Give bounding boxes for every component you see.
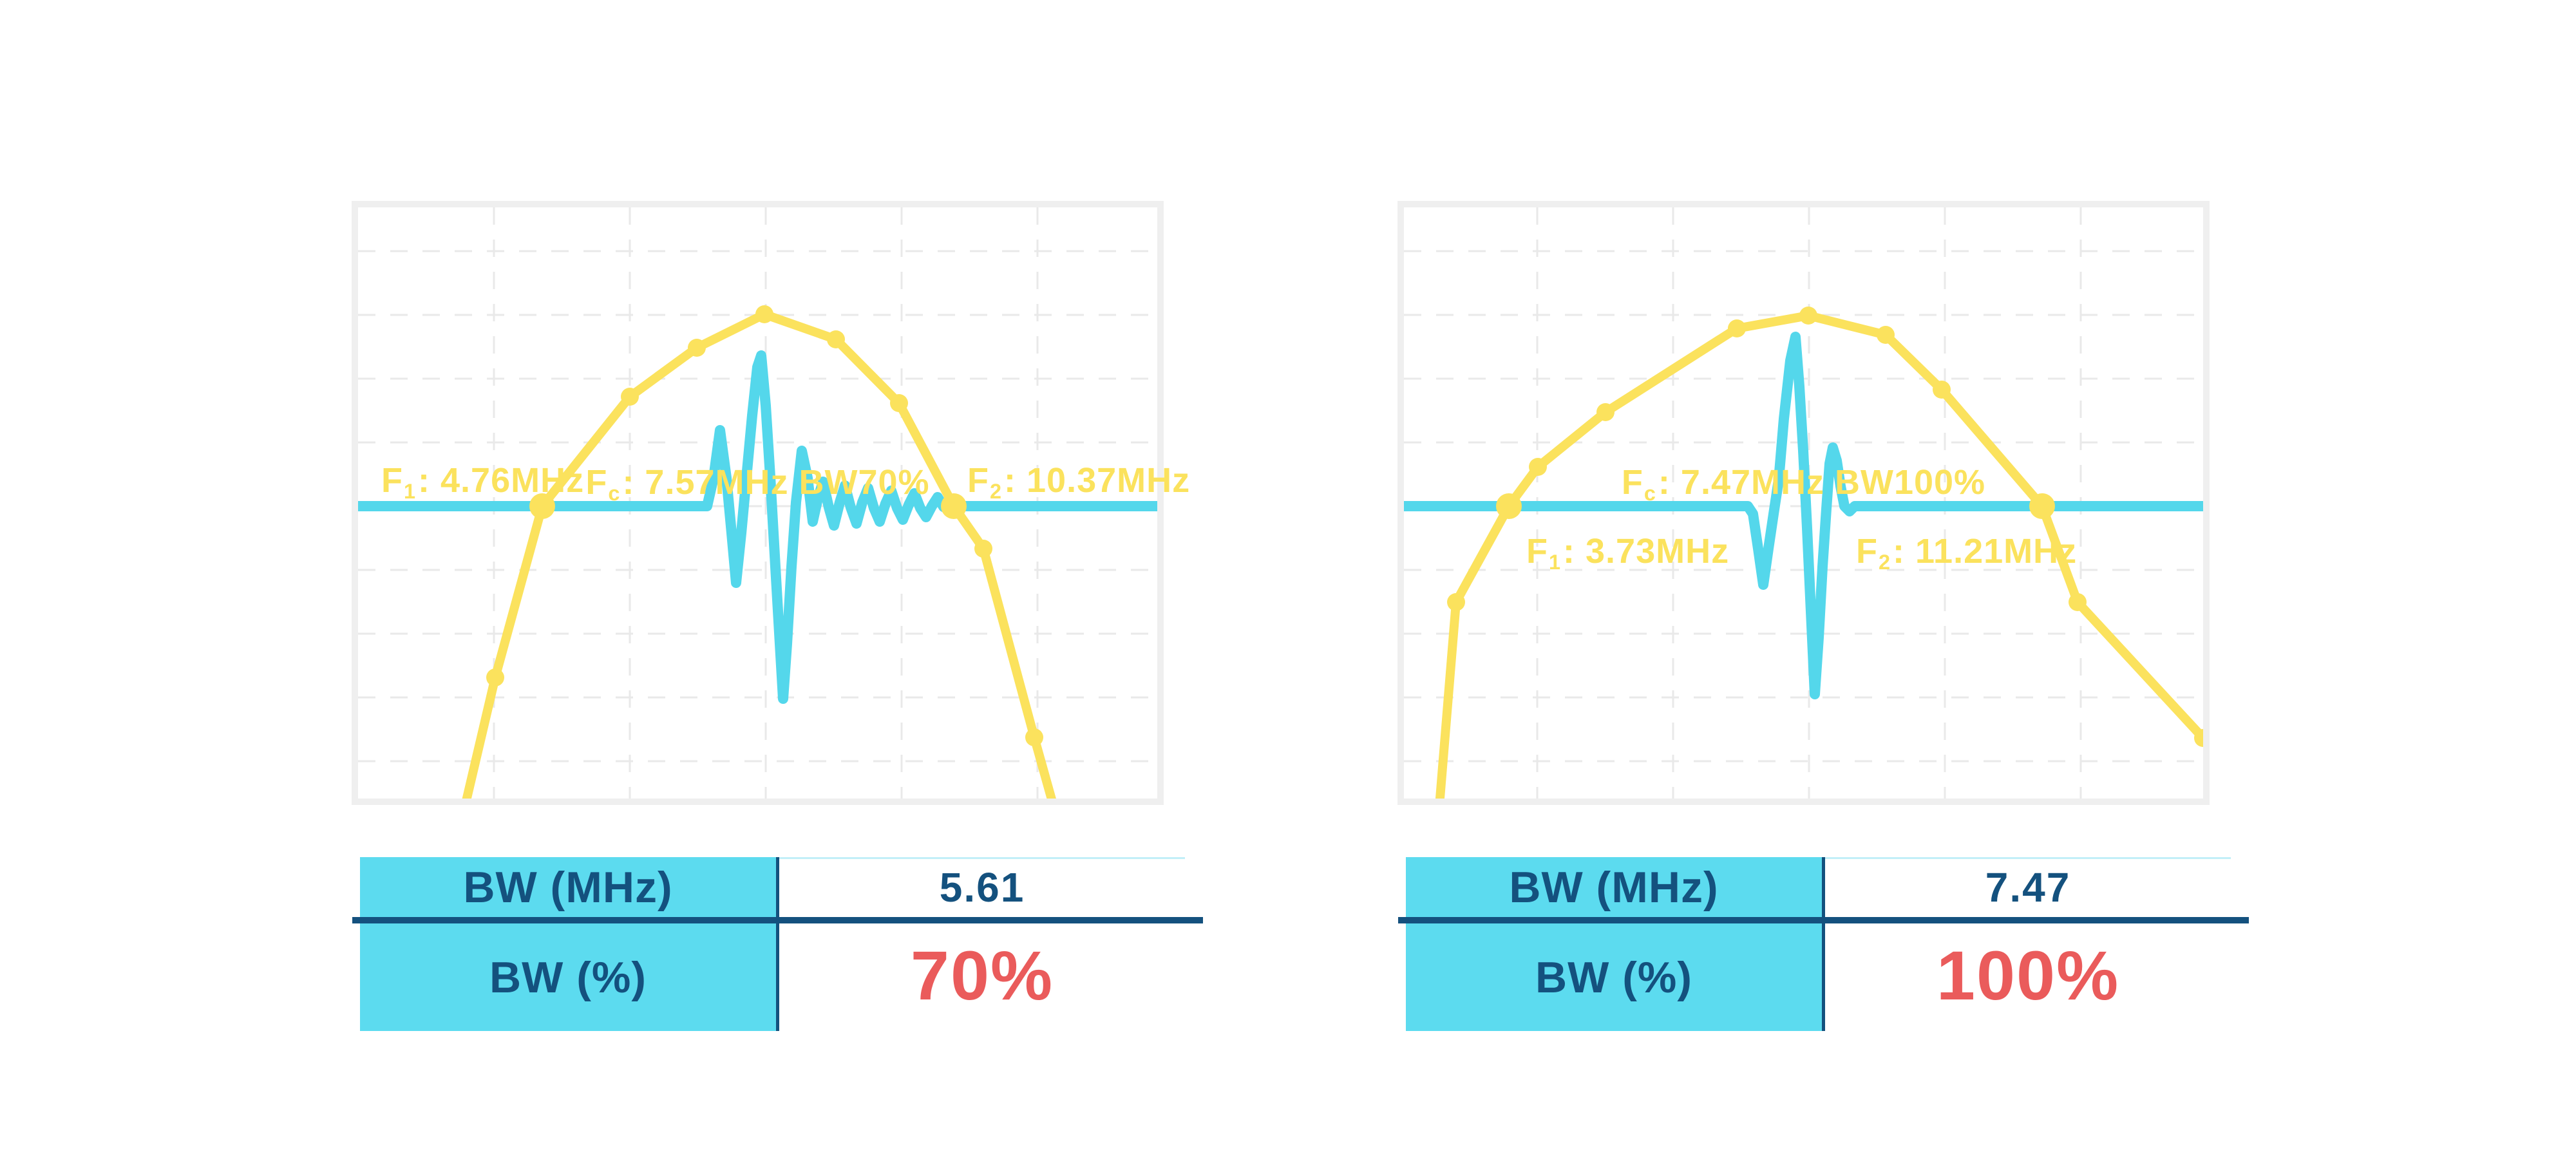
- data-point-marker: [486, 668, 504, 686]
- data-point-marker: [1447, 593, 1465, 611]
- bandwidth-crossing-marker: [1496, 493, 1522, 519]
- fc-subscript: c: [1643, 481, 1656, 505]
- pulse-waveform: [1404, 332, 2203, 699]
- bw-mhz-label: BW (MHz): [463, 862, 673, 912]
- f1-annotation: F1: 4.76MHz: [381, 462, 584, 504]
- f1-subscript: 1: [404, 479, 417, 503]
- bandwidth-table-bw100: BW (MHz) BW (%) 7.47 100%: [1398, 857, 2249, 1031]
- f2-annotation: F2: 11.21MHz: [1856, 533, 2077, 574]
- bandwidth-table-bw70: BW (MHz) BW (%) 5.61 70%: [352, 857, 1203, 1031]
- bw-pct-label: BW (%): [489, 952, 647, 1002]
- data-point-marker: [1877, 326, 1895, 344]
- data-point-marker: [2069, 593, 2087, 611]
- f2-annotation: F2: 10.37MHz: [967, 462, 1190, 504]
- data-point-marker: [688, 339, 706, 357]
- f2-value-text: : 10.37MHz: [1004, 461, 1191, 500]
- bw-pct-value: 70%: [910, 936, 1054, 1014]
- fc-symbol: F: [1621, 463, 1643, 502]
- f1-symbol: F: [381, 461, 403, 500]
- table-header-column: [360, 857, 776, 1031]
- data-point-marker: [621, 388, 639, 406]
- data-point-marker: [1529, 458, 1547, 476]
- f1-symbol: F: [1526, 532, 1548, 571]
- bandwidth-crossing-marker: [941, 493, 967, 519]
- f1-annotation: F1: 3.73MHz: [1526, 533, 1729, 574]
- pulse-waveform: [358, 350, 1157, 704]
- spectrum-chart-bw70: [358, 207, 1157, 799]
- table-row-divider: [352, 917, 1203, 923]
- data-point-marker: [890, 394, 908, 412]
- table-header-column: [1406, 857, 1822, 1031]
- table-row-divider: [1398, 917, 2249, 923]
- bandwidth-crossing-marker: [529, 493, 555, 519]
- data-point-marker: [1799, 307, 1817, 325]
- spectrum-curve: [462, 310, 1056, 799]
- fc-subscript: c: [608, 481, 621, 505]
- bw-mhz-value: 5.61: [939, 864, 1025, 911]
- center-frequency-annotation: Fc: 7.57MHz BW70%: [358, 464, 1157, 506]
- f2-subscript: 2: [990, 479, 1003, 503]
- f1-value-text: : 3.73MHz: [1563, 532, 1730, 571]
- f2-symbol: F: [967, 461, 989, 500]
- center-frequency-annotation: Fc: 7.47MHz BW100%: [1404, 464, 2203, 506]
- table-column-divider: [776, 857, 779, 1031]
- data-point-marker: [827, 330, 845, 348]
- f2-value-text: : 11.21MHz: [1893, 532, 2078, 571]
- bw-pct-value: 100%: [1936, 936, 2120, 1014]
- f1-subscript: 1: [1549, 550, 1562, 574]
- spectrum-chart-bw100: [1404, 207, 2203, 799]
- fc-symbol: F: [585, 463, 608, 502]
- fc-value-text: : 7.57MHz BW70%: [622, 463, 930, 502]
- f1-value-text: : 4.76MHz: [418, 461, 585, 500]
- fc-value-text: : 7.47MHz BW100%: [1658, 463, 1986, 502]
- data-point-marker: [974, 540, 992, 558]
- bw-mhz-label: BW (MHz): [1509, 862, 1719, 912]
- bw-mhz-value: 7.47: [1985, 864, 2071, 911]
- data-point-marker: [2194, 729, 2203, 747]
- data-point-marker: [1596, 403, 1615, 421]
- data-point-marker: [1025, 728, 1043, 746]
- bw-pct-label: BW (%): [1535, 952, 1692, 1002]
- spectrum-curve: [1435, 311, 2203, 799]
- data-point-marker: [1933, 381, 1951, 399]
- data-point-marker: [755, 305, 773, 323]
- f2-subscript: 2: [1879, 550, 1891, 574]
- bandwidth-crossing-marker: [2029, 493, 2055, 519]
- data-point-marker: [1728, 319, 1746, 337]
- spectrum-plot-bw70: Fc: 7.57MHz BW70% F1: 4.76MHz F2: 10.37M…: [352, 201, 1189, 805]
- table-column-divider: [1822, 857, 1825, 1031]
- f2-symbol: F: [1856, 532, 1878, 571]
- spectrum-plot-bw100: Fc: 7.47MHz BW100% F1: 3.73MHz F2: 11.21…: [1397, 201, 2210, 805]
